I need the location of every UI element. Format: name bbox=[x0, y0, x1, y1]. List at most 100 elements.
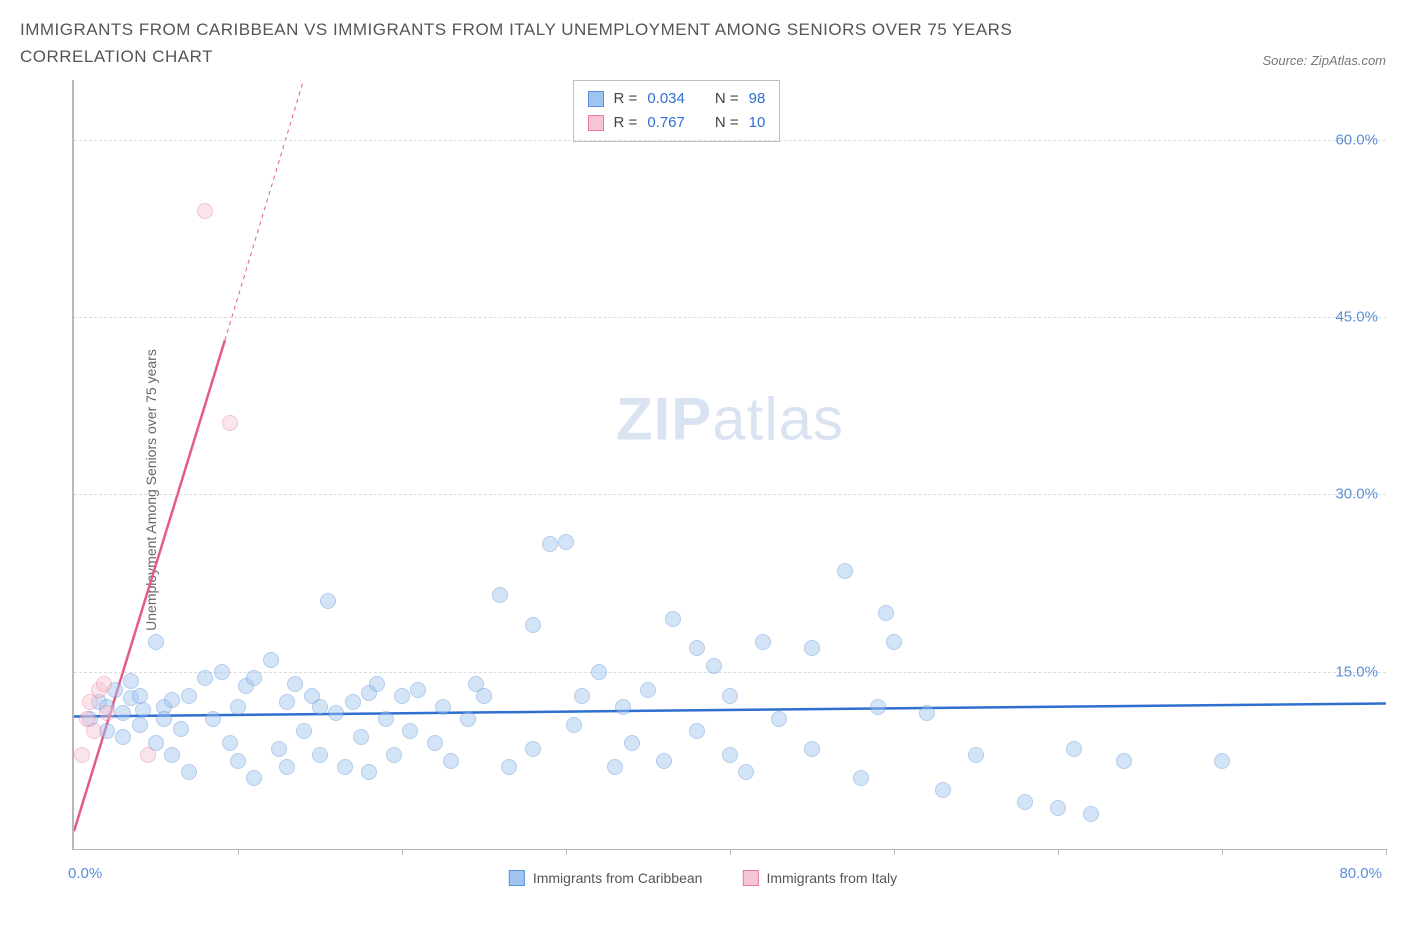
legend-item: Immigrants from Caribbean bbox=[509, 870, 703, 886]
x-tick bbox=[894, 849, 895, 855]
legend-label: Immigrants from Italy bbox=[766, 870, 897, 886]
data-point bbox=[706, 658, 722, 674]
data-point bbox=[460, 711, 476, 727]
data-point bbox=[402, 723, 418, 739]
watermark: ZIPatlas bbox=[616, 384, 844, 453]
data-point bbox=[525, 617, 541, 633]
data-point bbox=[492, 587, 508, 603]
stat-r-value: 0.034 bbox=[647, 87, 685, 111]
stat-n-value: 10 bbox=[749, 111, 766, 135]
data-point bbox=[140, 747, 156, 763]
stat-label: R = bbox=[614, 87, 638, 111]
data-point bbox=[837, 563, 853, 579]
data-point bbox=[566, 717, 582, 733]
data-point bbox=[476, 688, 492, 704]
stat-n-value: 98 bbox=[749, 87, 766, 111]
data-point bbox=[214, 664, 230, 680]
data-point bbox=[427, 735, 443, 751]
stats-row: R =0.767N =10 bbox=[588, 111, 766, 135]
data-point bbox=[345, 694, 361, 710]
y-tick-label: 45.0% bbox=[1335, 308, 1378, 325]
data-point bbox=[230, 753, 246, 769]
x-tick bbox=[730, 849, 731, 855]
data-point bbox=[804, 741, 820, 757]
data-point bbox=[263, 652, 279, 668]
data-point bbox=[378, 711, 394, 727]
data-point bbox=[164, 747, 180, 763]
data-point bbox=[501, 759, 517, 775]
legend-swatch bbox=[509, 870, 525, 886]
data-point bbox=[222, 415, 238, 431]
data-point bbox=[968, 747, 984, 763]
data-point bbox=[337, 759, 353, 775]
data-point bbox=[296, 723, 312, 739]
data-point bbox=[591, 664, 607, 680]
data-point bbox=[99, 705, 115, 721]
legend-label: Immigrants from Caribbean bbox=[533, 870, 703, 886]
data-point bbox=[558, 534, 574, 550]
x-tick bbox=[566, 849, 567, 855]
data-point bbox=[640, 682, 656, 698]
data-point bbox=[656, 753, 672, 769]
bottom-legend: Immigrants from Caribbean Immigrants from… bbox=[509, 870, 897, 886]
data-point bbox=[853, 770, 869, 786]
data-point bbox=[312, 747, 328, 763]
y-tick-label: 60.0% bbox=[1335, 131, 1378, 148]
data-point bbox=[1066, 741, 1082, 757]
y-tick-label: 15.0% bbox=[1335, 663, 1378, 680]
data-point bbox=[230, 699, 246, 715]
data-point bbox=[804, 640, 820, 656]
x-axis-min-label: 0.0% bbox=[68, 865, 102, 882]
x-tick bbox=[1386, 849, 1387, 855]
data-point bbox=[1116, 753, 1132, 769]
data-point bbox=[1214, 753, 1230, 769]
data-point bbox=[624, 735, 640, 751]
data-point bbox=[148, 634, 164, 650]
chart-container: Unemployment Among Seniors over 75 years… bbox=[20, 80, 1386, 900]
data-point bbox=[722, 688, 738, 704]
data-point bbox=[435, 699, 451, 715]
x-tick bbox=[402, 849, 403, 855]
data-point bbox=[886, 634, 902, 650]
data-point bbox=[181, 764, 197, 780]
data-point bbox=[386, 747, 402, 763]
x-tick bbox=[1058, 849, 1059, 855]
x-tick bbox=[1222, 849, 1223, 855]
data-point bbox=[320, 593, 336, 609]
trend-line-extension bbox=[225, 80, 304, 340]
data-point bbox=[1050, 800, 1066, 816]
data-point bbox=[722, 747, 738, 763]
data-point bbox=[615, 699, 631, 715]
source-credit: Source: ZipAtlas.com bbox=[1262, 53, 1386, 70]
data-point bbox=[173, 721, 189, 737]
data-point bbox=[271, 741, 287, 757]
stats-row: R =0.034N =98 bbox=[588, 87, 766, 111]
data-point bbox=[74, 747, 90, 763]
data-point bbox=[205, 711, 221, 727]
data-point bbox=[689, 723, 705, 739]
data-point bbox=[279, 694, 295, 710]
data-point bbox=[935, 782, 951, 798]
data-point bbox=[86, 723, 102, 739]
data-point bbox=[312, 699, 328, 715]
data-point bbox=[132, 717, 148, 733]
data-point bbox=[665, 611, 681, 627]
trend-line bbox=[74, 704, 1386, 717]
data-point bbox=[410, 682, 426, 698]
x-tick bbox=[238, 849, 239, 855]
stat-label: R = bbox=[614, 111, 638, 135]
data-point bbox=[878, 605, 894, 621]
stat-r-value: 0.767 bbox=[647, 111, 685, 135]
data-point bbox=[542, 536, 558, 552]
data-point bbox=[919, 705, 935, 721]
gridline bbox=[74, 317, 1386, 318]
data-point bbox=[755, 634, 771, 650]
legend-swatch bbox=[742, 870, 758, 886]
data-point bbox=[353, 729, 369, 745]
data-point bbox=[279, 759, 295, 775]
data-point bbox=[115, 705, 131, 721]
data-point bbox=[443, 753, 459, 769]
trend-lines bbox=[74, 80, 1386, 849]
data-point bbox=[197, 203, 213, 219]
data-point bbox=[181, 688, 197, 704]
